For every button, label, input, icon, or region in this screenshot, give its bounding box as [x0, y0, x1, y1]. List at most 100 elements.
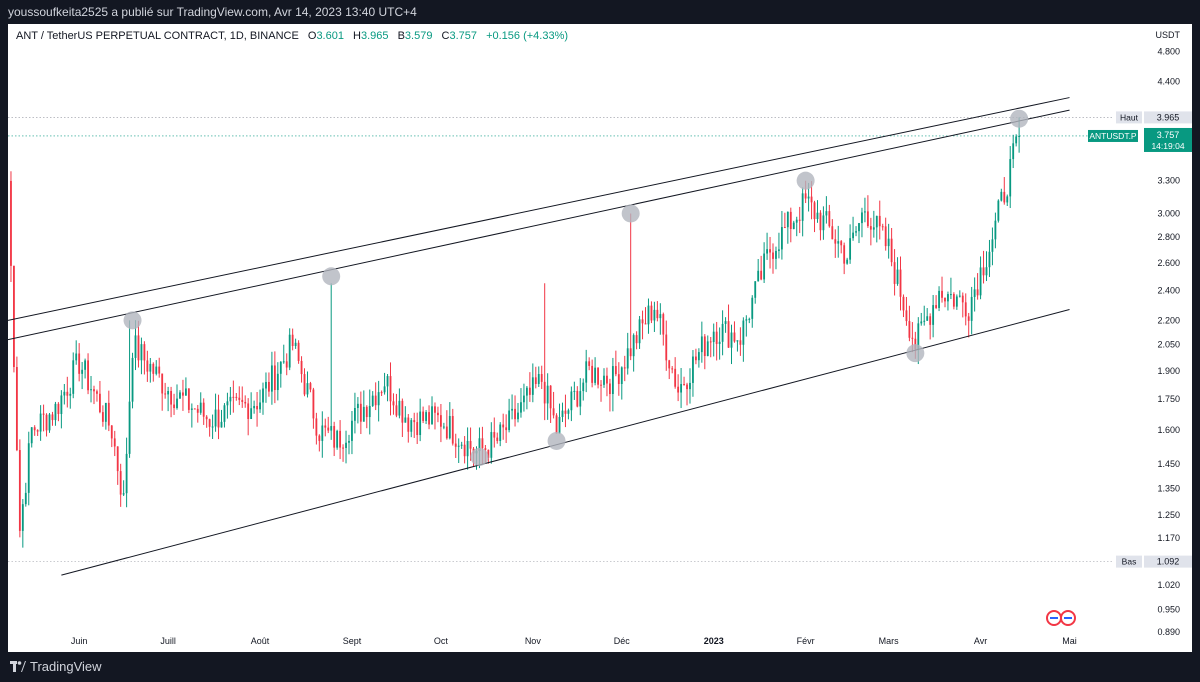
candle-body [786, 211, 789, 228]
y-tick-label: 1.350 [1157, 484, 1180, 494]
candle-body [330, 426, 333, 431]
candle-body [955, 296, 958, 307]
candle-body [680, 384, 683, 393]
candle-body [368, 405, 371, 418]
candle-body [155, 366, 158, 374]
candle-body [448, 416, 451, 439]
candle-body [878, 215, 881, 227]
candle-body [220, 421, 223, 428]
candle-body [896, 269, 899, 284]
symbol-legend: ANT / TetherUS PERPETUAL CONTRACT, 1D, B… [16, 30, 568, 42]
candle-body [700, 336, 703, 353]
candle-body [463, 444, 466, 457]
candle-body [861, 212, 863, 224]
candle-body [42, 413, 45, 415]
candle-body [99, 393, 101, 413]
legend-open: 3.601 [316, 30, 344, 42]
candle-body [54, 403, 57, 421]
x-tick-label: Nov [525, 636, 542, 646]
candle-body [241, 399, 244, 402]
candle-body [21, 504, 24, 531]
candle-body [866, 211, 869, 227]
candle-body [10, 180, 12, 266]
candle-body [478, 438, 481, 452]
candle-body [662, 314, 665, 335]
candle-body [760, 270, 763, 280]
candle-body [970, 296, 973, 321]
candle-body [351, 420, 353, 441]
candle-body [742, 320, 745, 345]
trendline-upper-2[interactable] [7, 109, 1070, 341]
candle-body [967, 316, 970, 321]
candle-body [413, 420, 416, 423]
candle-body [93, 389, 95, 392]
candle-body [250, 408, 253, 420]
candle-body [858, 223, 860, 232]
candle-body [778, 249, 780, 251]
candle-body [161, 373, 164, 394]
candle-body [354, 408, 356, 421]
candle-body [736, 340, 739, 342]
x-tick-label: Déc [614, 636, 631, 646]
candle-body [552, 408, 555, 416]
candle-body [1015, 136, 1018, 144]
candle-body [291, 334, 294, 347]
candle-body [371, 395, 374, 406]
candle-body [451, 416, 454, 444]
candle-body [579, 391, 582, 407]
candle-body [991, 239, 994, 252]
candle-body [872, 227, 875, 230]
candle-body [1000, 191, 1003, 201]
candle-body [525, 387, 528, 396]
x-tick-label: Juill [160, 636, 176, 646]
candle-body [620, 367, 623, 384]
candle-body [324, 425, 327, 428]
candle-body [911, 337, 914, 339]
tradingview-logo[interactable]: TradingView [10, 659, 102, 674]
candle-body [146, 360, 149, 372]
x-tick-label: Août [251, 636, 270, 646]
candle-body [208, 419, 211, 427]
chart-pane[interactable]: ANT / TetherUS PERPETUAL CONTRACT, 1D, B… [7, 24, 1192, 652]
candle-body [78, 353, 81, 374]
candle-body [202, 402, 205, 417]
candle-body [606, 375, 608, 384]
candle-body [437, 412, 439, 416]
touch-marker [1010, 109, 1029, 128]
candle-body [881, 226, 884, 228]
candle-body [514, 408, 516, 420]
legend-open-label: O [307, 30, 317, 42]
candle-body [51, 414, 54, 421]
candle-body [629, 348, 632, 357]
candle-body [356, 403, 359, 409]
candle-body [754, 281, 757, 298]
candle-body [520, 402, 522, 413]
legend-low-label: B [397, 30, 405, 42]
candle-body [457, 445, 460, 447]
candle-body [887, 238, 890, 247]
candle-body [982, 267, 985, 276]
candle-body [706, 341, 709, 357]
trendline-upper-1[interactable] [7, 97, 1070, 321]
candle-body [730, 332, 733, 348]
candle-body [775, 250, 777, 259]
candle-body [502, 424, 505, 428]
candle-body [184, 388, 187, 396]
candle-body [87, 360, 89, 391]
candle-body [223, 405, 226, 422]
candle-body [849, 238, 852, 260]
candle-body [546, 385, 549, 404]
y-tick-label: 1.450 [1157, 459, 1180, 469]
price-chart[interactable]: USDT 4.800 4.400 3.300 3.000 2.800 2.600 2.400 2… [7, 24, 1192, 652]
candle-body [517, 412, 519, 420]
candle-body [798, 219, 801, 221]
candle-body [312, 389, 315, 419]
candle-body [715, 331, 718, 344]
candle-body [531, 377, 534, 395]
candle-body [487, 449, 490, 458]
candle-body [792, 222, 795, 230]
candle-body [419, 411, 422, 436]
y-tick-label: 0.950 [1157, 605, 1180, 615]
candle-body [718, 341, 721, 344]
candle-body [985, 267, 988, 276]
